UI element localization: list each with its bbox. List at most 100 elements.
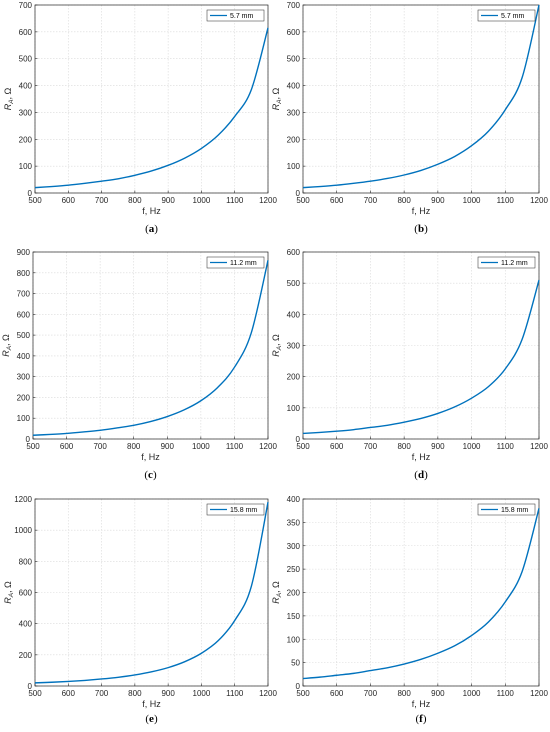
chart-panel-a: 500 600 700 800 900 1000 1100 1200 0 100 200 300 400… [3, 1, 277, 235]
y-tick-label: 700 [19, 1, 33, 10]
y-tick-label: 0 [296, 435, 301, 444]
legend-label: 15.8 mm [501, 507, 528, 514]
y-tick-label: 0 [296, 189, 301, 198]
series-line [302, 4, 540, 189]
chart-panel-d: 500 600 700 800 900 1000 1100 1200 0 100 200 300 400… [271, 248, 548, 481]
x-tick-label: 500 [28, 689, 42, 698]
y-tick-label: 250 [287, 565, 301, 574]
y-tick-label: 1200 [14, 495, 32, 504]
x-axis-label: f, Hz [142, 699, 161, 709]
x-tick-label: 800 [128, 689, 142, 698]
y-tick-label: 300 [17, 373, 31, 382]
series-line [302, 508, 540, 680]
legend-label: 5.7 mm [501, 13, 525, 20]
y-tick-label: 500 [19, 55, 33, 64]
panel-caption: (d) [414, 469, 428, 481]
legend-box [477, 503, 536, 516]
y-tick-label: 400 [287, 310, 301, 319]
legend-box [477, 9, 536, 22]
y-tick-label: 300 [287, 342, 301, 351]
x-tick-label: 500 [296, 442, 310, 451]
y-tick-label: 300 [287, 108, 301, 117]
x-tick-label: 1000 [463, 689, 481, 698]
x-tick-label: 1000 [463, 196, 481, 205]
y-tick-label: 300 [19, 108, 33, 117]
y-axis-label: RA, Ω [1, 334, 13, 357]
x-axis-label: f, Hz [141, 452, 160, 462]
panel-caption: (e) [145, 713, 158, 725]
y-axis-label: RA, Ω [271, 334, 283, 357]
y-tick-label: 400 [19, 82, 33, 91]
x-tick-label: 700 [95, 196, 109, 205]
legend-box [206, 503, 265, 516]
y-tick-label: 100 [287, 635, 301, 644]
x-axis-label: f, Hz [412, 206, 431, 216]
y-tick-label: 200 [287, 373, 301, 382]
x-tick-label: 800 [128, 196, 142, 205]
x-tick-label: 1100 [497, 196, 515, 205]
series-line [32, 260, 269, 436]
y-tick-label: 500 [287, 55, 301, 64]
y-axis-label: RA, Ω [271, 581, 283, 604]
y-tick-label: 500 [17, 331, 31, 340]
x-tick-label: 500 [26, 442, 40, 451]
plot-area [35, 499, 268, 686]
legend-label: 5.7 mm [230, 13, 254, 20]
y-tick-label: 100 [287, 404, 301, 413]
x-axis-label: f, Hz [412, 452, 431, 462]
legend-box [206, 256, 265, 269]
x-tick-label: 500 [296, 689, 310, 698]
y-tick-label: 200 [17, 393, 31, 402]
y-tick-label: 600 [19, 589, 33, 598]
axes-frame [34, 4, 269, 194]
y-tick-label: 600 [287, 248, 301, 257]
x-tick-label: 1200 [530, 196, 548, 205]
y-tick-label: 200 [287, 135, 301, 144]
y-tick-label: 700 [287, 1, 301, 10]
panel-caption: (c) [144, 469, 157, 481]
y-tick-label: 100 [19, 162, 33, 171]
plot-area [33, 252, 268, 439]
x-tick-label: 1000 [192, 442, 210, 451]
x-tick-label: 1100 [497, 442, 515, 451]
legend-label: 11.2 mm [230, 260, 257, 267]
x-tick-label: 800 [397, 442, 411, 451]
x-tick-label: 900 [161, 442, 175, 451]
x-tick-label: 1200 [259, 442, 277, 451]
x-tick-label: 900 [161, 689, 175, 698]
series-line [34, 501, 269, 684]
y-axis-label: RA, Ω [271, 87, 283, 110]
y-tick-label: 100 [287, 162, 301, 171]
y-tick-label: 600 [17, 310, 31, 319]
x-tick-label: 1000 [193, 689, 211, 698]
chart-panel-f: 500 600 700 800 900 1000 1100 1200 0 50 100 150 200 2… [271, 495, 548, 725]
x-axis-label: f, Hz [412, 699, 431, 709]
x-tick-label: 1100 [226, 442, 244, 451]
x-tick-label: 600 [330, 689, 344, 698]
y-tick-label: 350 [287, 518, 301, 527]
panel-caption: (b) [414, 223, 428, 235]
y-tick-label: 500 [287, 279, 301, 288]
y-tick-label: 1000 [14, 526, 32, 535]
x-tick-label: 900 [431, 689, 445, 698]
x-tick-label: 900 [431, 442, 445, 451]
x-tick-label: 700 [364, 196, 378, 205]
y-tick-label: 300 [287, 542, 301, 551]
y-tick-label: 400 [19, 620, 33, 629]
x-tick-label: 700 [364, 689, 378, 698]
y-tick-label: 200 [19, 135, 33, 144]
x-tick-label: 1000 [193, 196, 211, 205]
x-axis-label: f, Hz [142, 206, 161, 216]
y-tick-label: 400 [17, 352, 31, 361]
y-tick-label: 150 [287, 612, 301, 621]
x-tick-label: 800 [397, 196, 411, 205]
legend-label: 11.2 mm [501, 260, 528, 267]
x-tick-label: 1100 [226, 689, 244, 698]
y-tick-label: 800 [19, 557, 33, 566]
y-tick-label: 0 [296, 682, 301, 691]
y-tick-label: 0 [28, 682, 33, 691]
plot-area [35, 5, 268, 193]
plot-area [303, 5, 539, 193]
legend-box [477, 256, 536, 269]
